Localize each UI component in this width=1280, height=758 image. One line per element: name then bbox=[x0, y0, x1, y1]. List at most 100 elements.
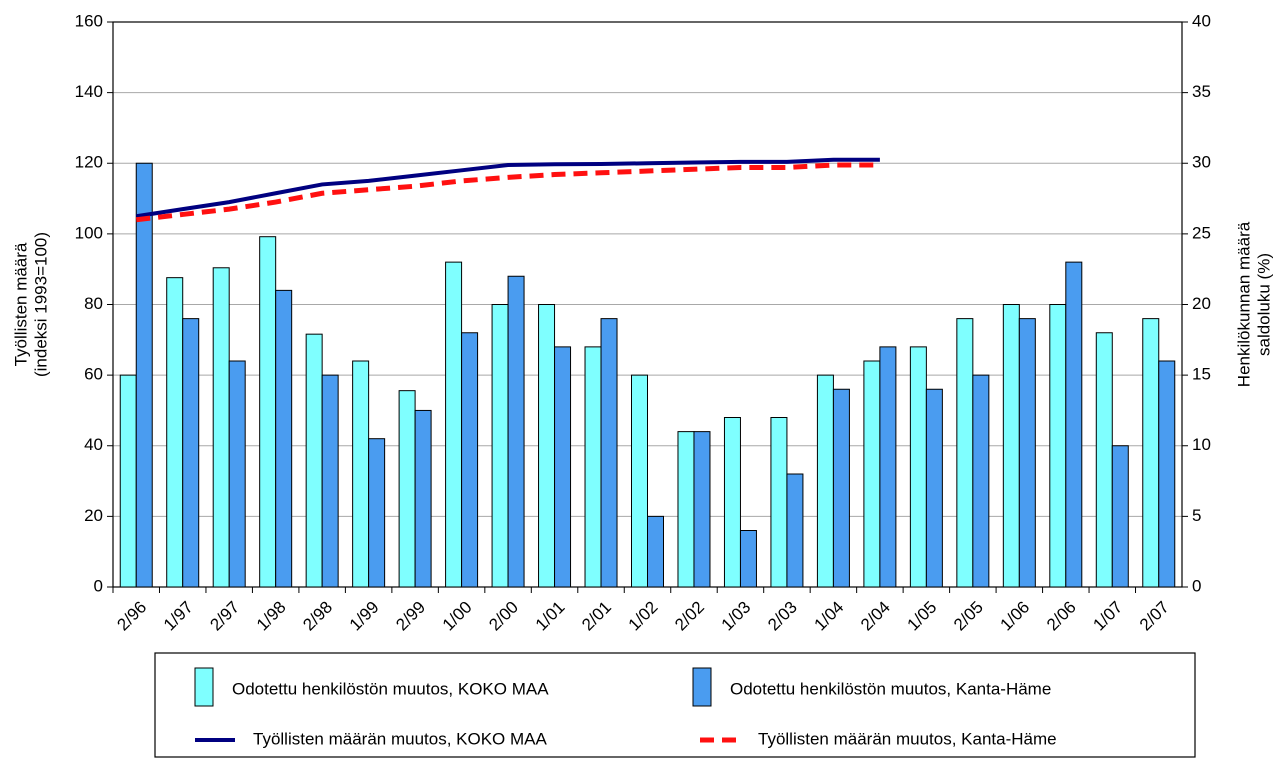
bar bbox=[259, 236, 277, 588]
bar bbox=[1018, 318, 1036, 588]
bar bbox=[119, 374, 137, 588]
y-tick-label: 80 bbox=[84, 294, 103, 313]
y2-tick-label: 0 bbox=[1192, 576, 1201, 595]
bar bbox=[212, 267, 230, 588]
y-axis-label: (indeksi 1993=100) bbox=[31, 232, 50, 377]
bar bbox=[228, 360, 246, 588]
bar bbox=[584, 346, 602, 588]
bar bbox=[1002, 304, 1020, 588]
bar bbox=[538, 304, 556, 588]
y2-tick-label: 30 bbox=[1192, 153, 1211, 172]
x-tick-label: 2/01 bbox=[578, 598, 615, 635]
bar bbox=[1142, 318, 1160, 588]
legend-label: Työllisten määrän muutos, KOKO MAA bbox=[253, 729, 547, 748]
bar bbox=[461, 332, 479, 588]
bar bbox=[1065, 261, 1083, 588]
bar bbox=[739, 530, 757, 588]
y-tick-label: 120 bbox=[75, 153, 103, 172]
x-tick-label: 1/03 bbox=[718, 598, 755, 635]
line bbox=[135, 162, 880, 223]
legend-label: Työllisten määrän muutos, Kanta-Häme bbox=[758, 729, 1057, 748]
x-tick-label: 1/07 bbox=[1089, 598, 1126, 635]
y2-axis-label: saldoluku (%) bbox=[1254, 253, 1273, 356]
bar bbox=[956, 318, 974, 588]
x-tick-label: 1/99 bbox=[346, 598, 383, 635]
bar bbox=[182, 318, 200, 588]
y2-axis-label: Henkilökunnan määrä bbox=[1234, 221, 1253, 387]
bar bbox=[305, 333, 323, 588]
bar bbox=[491, 304, 509, 588]
bar bbox=[647, 515, 664, 588]
y-tick-label: 0 bbox=[94, 576, 103, 595]
x-tick-label: 2/07 bbox=[1136, 598, 1173, 635]
y2-tick-label: 5 bbox=[1192, 506, 1201, 525]
bar bbox=[135, 162, 153, 588]
bar bbox=[832, 388, 850, 588]
bar bbox=[1049, 304, 1067, 588]
line bbox=[135, 157, 880, 219]
bar bbox=[554, 346, 572, 588]
bar bbox=[275, 289, 293, 588]
y2-tick-label: 40 bbox=[1192, 11, 1211, 30]
bar bbox=[445, 261, 463, 588]
x-tick-label: 2/96 bbox=[113, 598, 150, 635]
x-tick-label: 1/06 bbox=[996, 598, 1033, 635]
x-tick-label: 1/04 bbox=[811, 598, 848, 635]
legend-swatch bbox=[692, 667, 712, 707]
bar bbox=[631, 374, 648, 588]
x-tick-label: 1/05 bbox=[904, 598, 941, 635]
bar bbox=[786, 473, 804, 588]
legend-swatch bbox=[194, 667, 214, 707]
x-tick-label: 1/01 bbox=[532, 598, 569, 635]
y-tick-label: 140 bbox=[75, 82, 103, 101]
bar bbox=[863, 360, 881, 588]
bar bbox=[879, 346, 897, 588]
bar bbox=[677, 431, 695, 588]
bar bbox=[1158, 360, 1176, 588]
bar bbox=[368, 438, 386, 588]
y2-tick-label: 35 bbox=[1192, 82, 1211, 101]
x-tick-label: 2/04 bbox=[857, 598, 894, 635]
y-tick-label: 60 bbox=[84, 365, 103, 384]
x-tick-label: 2/98 bbox=[299, 598, 336, 635]
y-tick-label: 160 bbox=[75, 11, 103, 30]
bar bbox=[925, 388, 943, 588]
legend-box bbox=[154, 652, 1196, 758]
x-tick-label: 2/00 bbox=[485, 598, 522, 635]
bar bbox=[321, 374, 339, 588]
y-tick-label: 20 bbox=[84, 506, 103, 525]
bar bbox=[770, 417, 788, 588]
x-tick-label: 2/05 bbox=[950, 598, 987, 635]
x-tick-label: 1/97 bbox=[160, 598, 197, 635]
legend-label: Odotettu henkilöstön muutos, KOKO MAA bbox=[232, 679, 549, 698]
x-tick-label: 1/98 bbox=[253, 598, 290, 635]
bar bbox=[352, 360, 370, 588]
x-tick-label: 1/00 bbox=[439, 598, 476, 635]
x-tick-label: 2/97 bbox=[206, 598, 243, 635]
bar bbox=[693, 431, 711, 588]
bar bbox=[414, 409, 432, 588]
bar bbox=[600, 318, 618, 588]
bar bbox=[166, 277, 184, 588]
y2-tick-label: 15 bbox=[1192, 365, 1211, 384]
y2-tick-label: 25 bbox=[1192, 223, 1211, 242]
y-axis-label: Työllisten määrä bbox=[11, 242, 30, 366]
bar bbox=[723, 417, 741, 588]
bar bbox=[1095, 332, 1113, 588]
y2-tick-label: 20 bbox=[1192, 294, 1211, 313]
y-tick-label: 40 bbox=[84, 435, 103, 454]
bar bbox=[909, 346, 927, 588]
x-tick-label: 1/02 bbox=[625, 598, 662, 635]
bar bbox=[507, 275, 525, 588]
bar bbox=[398, 390, 416, 588]
x-tick-label: 2/99 bbox=[392, 598, 429, 635]
x-tick-label: 2/03 bbox=[764, 598, 801, 635]
x-tick-label: 2/06 bbox=[1043, 598, 1080, 635]
y-tick-label: 100 bbox=[75, 223, 103, 242]
legend-label: Odotettu henkilöstön muutos, Kanta-Häme bbox=[730, 679, 1051, 698]
x-tick-label: 2/02 bbox=[671, 598, 708, 635]
bar bbox=[1111, 445, 1129, 588]
bar bbox=[816, 374, 834, 588]
y2-tick-label: 10 bbox=[1192, 435, 1211, 454]
